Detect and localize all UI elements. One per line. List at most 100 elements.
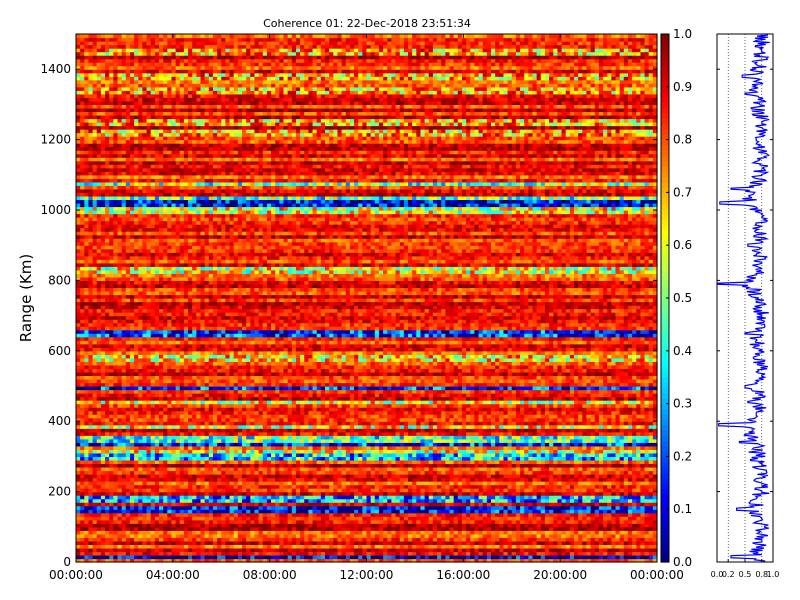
heatmap-cell [524,470,529,474]
heatmap-cell [408,439,413,443]
heatmap-cell [582,513,587,517]
heatmap-cell [118,516,123,520]
heatmap-cell [234,527,239,531]
heatmap-cell [325,541,330,545]
heatmap-cell [205,439,210,443]
heatmap-cell [221,541,226,545]
heatmap-cell [458,474,463,478]
heatmap-cell [412,456,417,460]
heatmap-cell [632,502,637,506]
heatmap-cell [528,534,533,538]
heatmap-cell [458,453,463,457]
heatmap-cell [479,548,484,552]
heatmap-cell [416,488,421,492]
heatmap-cell [387,513,392,517]
heatmap-cell [242,442,247,446]
heatmap-cell [201,502,206,506]
heatmap-cell [404,537,409,541]
heatmap-cell [437,502,442,506]
heatmap-cell [524,509,529,513]
heatmap-cell [122,551,127,555]
heatmap-cell [201,520,206,524]
heatmap-cell [329,467,334,471]
heatmap-cell [155,460,160,464]
heatmap-cell [487,474,492,478]
heatmap-cell [371,537,376,541]
heatmap-cell [138,478,143,482]
heatmap-cell [275,527,280,531]
heatmap-cell [591,481,596,485]
heatmap-cell [196,435,201,439]
heatmap-cell [371,492,376,496]
heatmap-cell [649,516,654,520]
heatmap-cell [300,541,305,545]
heatmap-cell [516,439,521,443]
heatmap-cell [524,467,529,471]
heatmap-cell [275,467,280,471]
heatmap-cell [151,520,156,524]
heatmap-cell [553,527,558,531]
heatmap-cell [499,555,504,559]
heatmap-cell [367,439,372,443]
heatmap-cell [487,460,492,464]
heatmap-cell [416,456,421,460]
heatmap-cell [599,439,604,443]
heatmap-cell [591,534,596,538]
heatmap-cell [362,439,367,443]
heatmap-cell [437,520,442,524]
heatmap-cell [528,513,533,517]
heatmap-cell [138,456,143,460]
heatmap-cell [80,446,85,450]
heatmap-cell [313,534,318,538]
heatmap-cell [400,446,405,450]
heatmap-cell [553,499,558,503]
heatmap-cell [93,463,98,467]
heatmap-cell [649,527,654,531]
heatmap-cell [196,446,201,450]
heatmap-cell [404,474,409,478]
heatmap-cell [159,439,164,443]
heatmap-cell [557,527,562,531]
heatmap-cell [284,442,289,446]
heatmap-cell [275,449,280,453]
heatmap-cell [383,520,388,524]
heatmap-cell [570,492,575,496]
heatmap-cell [250,551,255,555]
heatmap-cell [412,474,417,478]
heatmap-cell [271,506,276,510]
heatmap-cell [209,541,214,545]
heatmap-cell [420,439,425,443]
heatmap-cell [101,555,106,559]
heatmap-cell [346,442,351,446]
heatmap-cell [562,456,567,460]
heatmap-cell [537,470,542,474]
heatmap-cell [441,456,446,460]
heatmap-cell [445,456,450,460]
heatmap-cell [578,499,583,503]
heatmap-cell [620,523,625,527]
heatmap-cell [383,460,388,464]
heatmap-cell [632,460,637,464]
heatmap-cell [122,446,127,450]
heatmap-cell [375,534,380,538]
heatmap-cell [412,481,417,485]
heatmap-cell [491,520,496,524]
heatmap-cell [578,548,583,552]
heatmap-cell [155,446,160,450]
heatmap-cell [259,548,264,552]
heatmap-cell [371,470,376,474]
heatmap-cell [454,449,459,453]
heatmap-cell [333,541,338,545]
heatmap-cell [616,502,621,506]
heatmap-cell [599,527,604,531]
heatmap-cell [221,446,226,450]
heatmap-cell [275,534,280,538]
heatmap-cell [466,523,471,527]
heatmap-cell [259,492,264,496]
heatmap-cell [383,478,388,482]
heatmap-cell [171,551,176,555]
heatmap-cell [230,530,235,534]
heatmap-cell [520,541,525,545]
heatmap-cell [591,467,596,471]
heatmap-cell [420,456,425,460]
